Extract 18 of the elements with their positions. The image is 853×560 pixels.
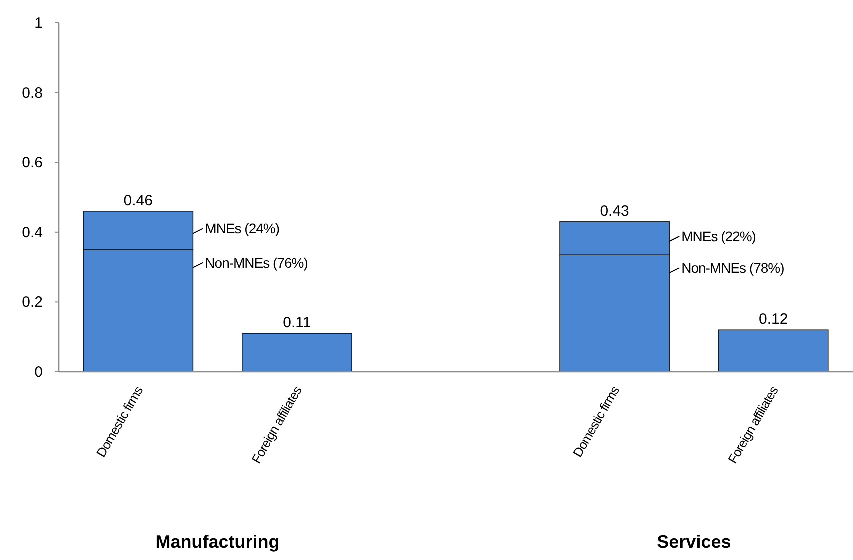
bar [718,330,829,372]
annotation: MNEs (22%) [682,228,756,245]
annotation: Non-MNEs (76%) [205,254,308,271]
annotation: Non-MNEs (78%) [682,260,784,276]
y-tick-label: 0.8 [22,84,43,102]
total-label: 0.43 [600,202,630,220]
text: Services [657,532,732,552]
bar [242,333,352,372]
total-label: 0.12 [759,311,788,328]
y-tick-label: 1 [34,15,43,32]
y-tick-label: 0.6 [22,154,43,172]
y-tick-label: 0 [34,364,43,381]
y-tick-label: 0.4 [22,224,43,242]
y-tick-label: 0.2 [22,294,43,312]
text: Manufacturing [156,532,280,552]
total-label: 0.11 [283,314,312,332]
annotation: MNEs (24%) [205,220,280,237]
total-label: 0.46 [124,192,153,210]
